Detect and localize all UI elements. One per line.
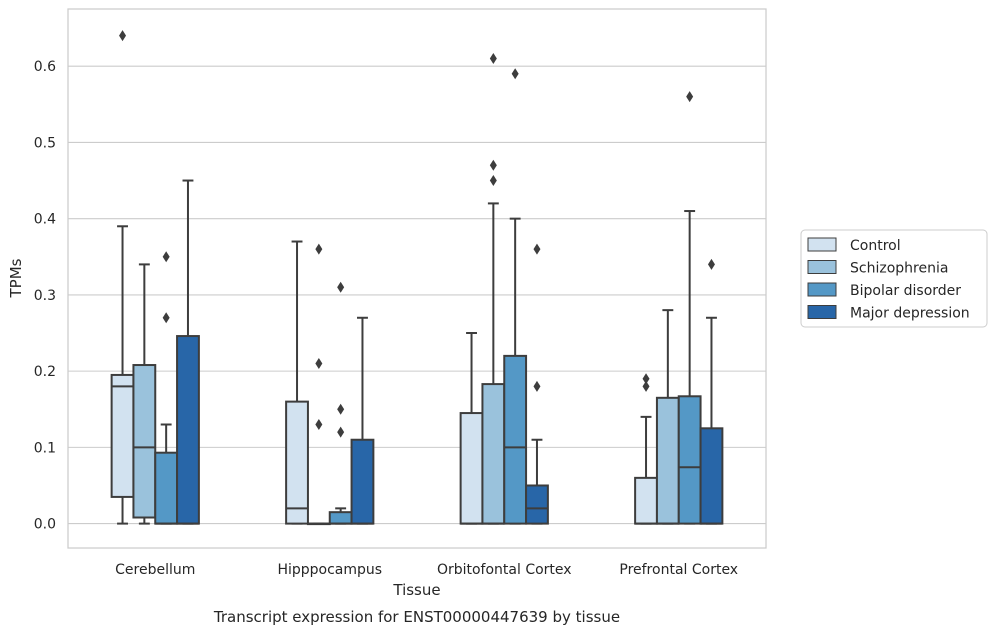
box bbox=[677, 395, 702, 525]
box-group bbox=[350, 316, 375, 525]
outlier-point bbox=[489, 175, 497, 187]
box-group bbox=[285, 240, 309, 525]
x-tick-label: Prefrontal Cortex bbox=[619, 562, 738, 578]
outlier-point bbox=[489, 53, 497, 65]
box-group bbox=[699, 258, 724, 525]
outlier-point bbox=[162, 312, 170, 324]
legend-swatch bbox=[807, 237, 837, 252]
outlier-point bbox=[337, 403, 345, 415]
box-group bbox=[306, 243, 331, 526]
y-tick-labels: 0.0 0.1 0.2 0.3 0.4 0.5 0.6 bbox=[34, 59, 56, 532]
legend-label: Major depression bbox=[850, 306, 970, 322]
box-group bbox=[328, 281, 353, 525]
outlier-point bbox=[337, 281, 345, 293]
y-axis-label: TPMs bbox=[7, 258, 25, 298]
x-tick-label: Orbitofontal Cortex bbox=[437, 562, 572, 578]
x-tick-label: Hipppocampus bbox=[277, 562, 382, 578]
outlier-point bbox=[315, 358, 323, 370]
box bbox=[110, 373, 135, 498]
outlier-point bbox=[315, 243, 323, 255]
x-tick-label: Cerebellum bbox=[115, 562, 195, 578]
legend-label: Bipolar disorder bbox=[850, 283, 961, 299]
chart-title: Transcript expression for ENST0000044763… bbox=[213, 608, 620, 626]
box-group bbox=[176, 179, 200, 525]
box bbox=[285, 400, 309, 525]
box bbox=[525, 484, 549, 525]
box-group bbox=[132, 263, 157, 525]
y-tick-label: 0.4 bbox=[34, 212, 56, 228]
outlier-point bbox=[533, 380, 541, 392]
plot-area-frame bbox=[67, 8, 767, 549]
box-group bbox=[459, 332, 484, 525]
outlier-point bbox=[686, 91, 694, 103]
box bbox=[655, 396, 680, 525]
outlier-point bbox=[119, 30, 127, 42]
box bbox=[154, 451, 179, 525]
outlier-point bbox=[642, 373, 650, 385]
outlier-point bbox=[162, 251, 170, 263]
box bbox=[634, 476, 658, 525]
box-group bbox=[154, 251, 179, 525]
box bbox=[503, 354, 528, 525]
y-tick-label: 0.2 bbox=[34, 364, 56, 380]
box-group bbox=[481, 53, 506, 525]
box bbox=[459, 412, 484, 525]
box-group bbox=[634, 373, 658, 525]
box bbox=[176, 335, 200, 525]
outlier-point bbox=[511, 68, 519, 80]
y-tick-label: 0.5 bbox=[34, 135, 56, 151]
y-tick-label: 0.0 bbox=[34, 517, 56, 533]
y-tick-label: 0.3 bbox=[34, 288, 56, 304]
outlier-point bbox=[533, 243, 541, 255]
legend-label: Schizophrenia bbox=[850, 261, 948, 277]
box-group bbox=[525, 243, 549, 525]
legend-swatch bbox=[807, 305, 837, 319]
legend-frame bbox=[800, 229, 988, 328]
box-group bbox=[503, 68, 528, 525]
legend-swatch bbox=[807, 282, 837, 297]
outlier-point bbox=[707, 258, 715, 270]
y-tick-label: 0.1 bbox=[34, 440, 56, 456]
outlier-point bbox=[315, 418, 323, 430]
y-tick-label: 0.6 bbox=[34, 59, 56, 75]
x-tick-labels: Cerebellum Hipppocampus Orbitofontal Corte… bbox=[115, 562, 738, 578]
box bbox=[350, 438, 375, 525]
box-group bbox=[677, 91, 702, 525]
box bbox=[328, 511, 353, 525]
legend-label: Control bbox=[850, 238, 901, 254]
box-series bbox=[110, 30, 724, 526]
box-group bbox=[110, 30, 135, 525]
box bbox=[699, 427, 724, 525]
x-axis-label: Tissue bbox=[392, 581, 440, 599]
outlier-point bbox=[642, 380, 650, 392]
legend: Control Schizophrenia Bipolar disorder Majo… bbox=[800, 229, 988, 328]
box-group bbox=[655, 309, 680, 525]
box bbox=[132, 364, 157, 519]
box bbox=[481, 383, 506, 525]
outlier-point bbox=[489, 159, 497, 171]
outlier-point bbox=[337, 426, 345, 438]
legend-swatch bbox=[807, 260, 837, 274]
